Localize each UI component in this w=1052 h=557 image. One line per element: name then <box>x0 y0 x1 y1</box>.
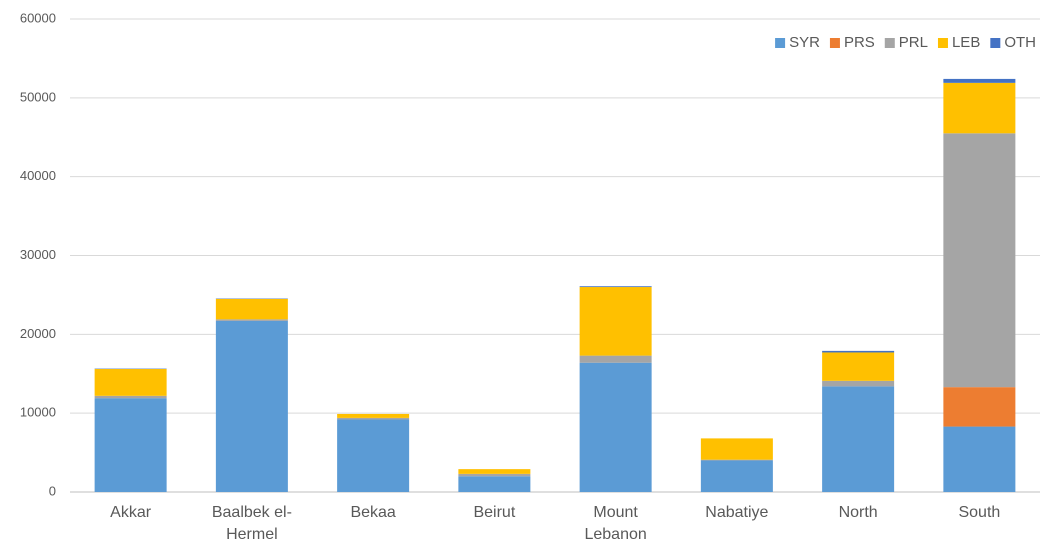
legend-label: OTH <box>1004 34 1036 51</box>
x-tick-label: Bekaa <box>350 504 396 521</box>
x-tick-label: Mount Lebanon <box>584 504 647 543</box>
y-tick-label: 40000 <box>20 168 56 183</box>
bar-segment <box>337 419 410 492</box>
legend-swatch <box>775 38 786 48</box>
x-tick-label: North <box>838 504 878 521</box>
bar-segment <box>943 82 1016 134</box>
x-tick-label: South <box>958 504 1001 521</box>
legend-swatch <box>829 38 840 48</box>
bar-segment <box>579 286 652 288</box>
bar-segment <box>579 287 652 356</box>
bar-segment <box>700 438 773 460</box>
legend-swatch <box>990 38 1001 48</box>
bar-segment <box>822 386 895 492</box>
bar-segment <box>943 387 1016 427</box>
legend-label: SYR <box>789 34 820 51</box>
bar-segment <box>822 380 895 387</box>
bar-segment <box>215 320 288 492</box>
y-tick-label: 60000 <box>20 10 56 25</box>
bar-segment <box>458 469 531 474</box>
bar-segment <box>822 352 895 381</box>
y-tick-label: 30000 <box>20 247 56 262</box>
bar-segment <box>700 460 773 492</box>
legend-swatch <box>884 38 895 48</box>
bar-segment <box>700 459 773 461</box>
bar-segment <box>94 369 167 396</box>
y-tick-label: 20000 <box>20 326 56 341</box>
x-tick-label: Akkar <box>110 504 152 521</box>
x-tick-label: Beirut <box>473 504 516 521</box>
x-tick-label: Nabatiye <box>705 504 769 521</box>
bar-segment <box>822 350 895 353</box>
bar-segment <box>579 355 652 363</box>
bar-segment <box>94 395 167 399</box>
bar-segment <box>943 78 1016 83</box>
bar-segment <box>337 417 410 420</box>
bar-segment <box>458 476 531 492</box>
bar-segment <box>458 473 531 477</box>
bar-segment <box>943 426 1016 492</box>
y-tick-label: 0 <box>49 483 56 498</box>
x-tick-label: Baalbek el-Hermel <box>211 504 292 543</box>
bar-segment <box>943 133 1016 388</box>
y-tick-label: 50000 <box>20 89 56 104</box>
y-tick-label: 10000 <box>20 405 56 420</box>
legend-label: PRS <box>844 34 875 51</box>
legend-label: PRL <box>899 34 928 51</box>
bar-segment <box>94 398 167 492</box>
bar-segment <box>579 362 652 492</box>
bar-segment <box>215 319 288 321</box>
legend-swatch <box>937 38 948 48</box>
bar-segment <box>337 413 410 418</box>
legend-label: LEB <box>952 34 980 51</box>
bar-segment <box>215 298 288 320</box>
